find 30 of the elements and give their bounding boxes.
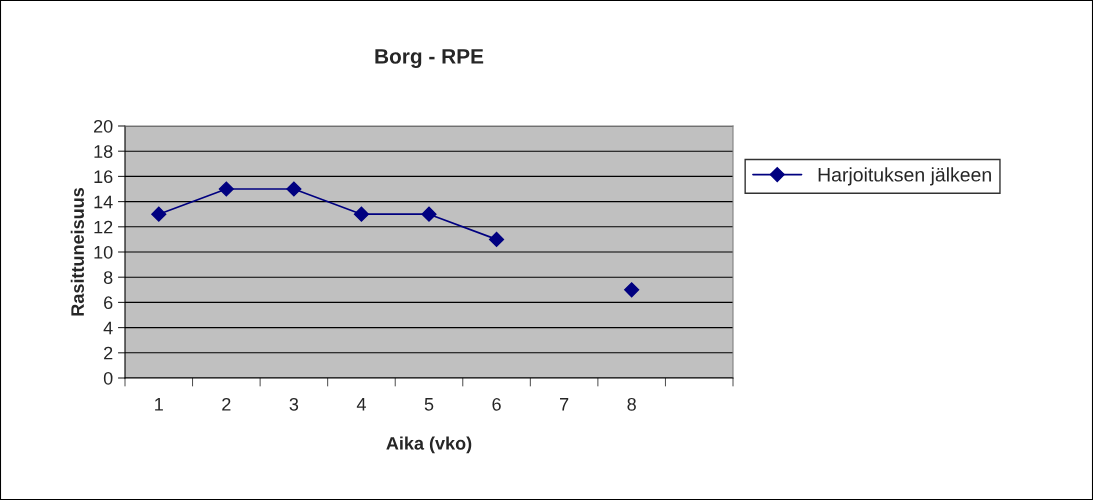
y-tick-label: 12 <box>94 220 113 234</box>
y-tick-label: 6 <box>104 296 113 310</box>
y-axis-title: Rasittuneisuus <box>70 188 84 316</box>
y-tick-label: 18 <box>94 145 113 158</box>
x-axis-title: Aika (vko) <box>386 436 472 454</box>
point <box>421 206 437 222</box>
point <box>286 181 302 197</box>
x-tick-label: 6 <box>492 397 501 411</box>
point <box>624 282 640 298</box>
point <box>151 206 167 222</box>
point <box>488 231 505 247</box>
x-tick-label: 7 <box>560 398 569 411</box>
y-tick-label: 0 <box>103 371 113 385</box>
x-tick-label: 2 <box>222 397 231 411</box>
x-tick-label: 4 <box>356 398 366 411</box>
x-tick-label: 5 <box>424 398 434 411</box>
chart-title: Borg - RPE <box>375 49 484 68</box>
y-tick-label: 20 <box>94 119 113 133</box>
y-tick-label: 2 <box>104 346 113 360</box>
x-tick-label: 1 <box>155 398 163 411</box>
y-tick-label: 4 <box>103 321 113 335</box>
x-tick-label: 8 <box>627 397 636 411</box>
legend-label: Harjoituksen jälkeen <box>818 167 991 186</box>
x-tick-label: 3 <box>289 397 299 411</box>
y-tick-label: 8 <box>103 271 113 284</box>
y-tick-label: 14 <box>94 195 113 209</box>
y-tick-label: 16 <box>94 170 113 184</box>
y-tick-label: 10 <box>94 245 113 259</box>
point <box>353 206 370 222</box>
point <box>218 181 234 197</box>
